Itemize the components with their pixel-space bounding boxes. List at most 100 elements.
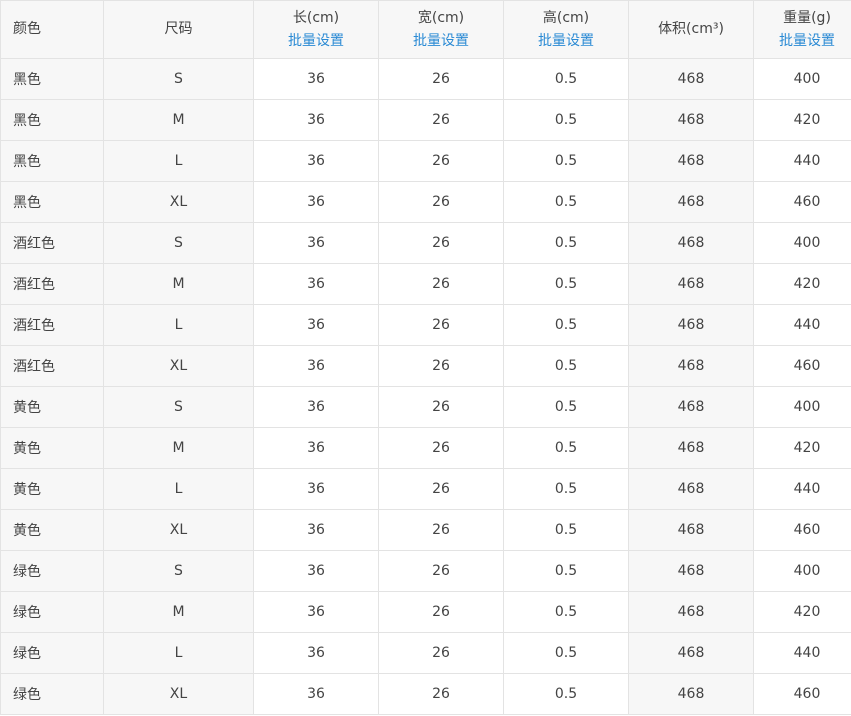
cell-height[interactable]: 0.5 bbox=[503, 58, 629, 100]
cell-weight[interactable]: 460 bbox=[753, 673, 851, 715]
cell-weight[interactable]: 420 bbox=[753, 263, 851, 305]
cell-length[interactable]: 36 bbox=[253, 468, 379, 510]
cell-weight[interactable]: 460 bbox=[753, 509, 851, 551]
cell-color: 黄色 bbox=[0, 386, 104, 428]
cell-height[interactable]: 0.5 bbox=[503, 222, 629, 264]
batch-set-weight-link[interactable]: 批量设置 bbox=[779, 32, 835, 49]
cell-length[interactable]: 36 bbox=[253, 181, 379, 223]
cell-width[interactable]: 26 bbox=[378, 263, 504, 305]
cell-volume: 468 bbox=[628, 181, 754, 223]
table-row: 黑色 S 36 26 0.5 468 400 bbox=[0, 58, 851, 100]
cell-width[interactable]: 26 bbox=[378, 99, 504, 141]
cell-weight[interactable]: 400 bbox=[753, 222, 851, 264]
cell-height[interactable]: 0.5 bbox=[503, 140, 629, 182]
cell-width[interactable]: 26 bbox=[378, 304, 504, 346]
cell-weight[interactable]: 460 bbox=[753, 345, 851, 387]
table-row: 黑色 M 36 26 0.5 468 420 bbox=[0, 99, 851, 141]
cell-weight[interactable]: 440 bbox=[753, 632, 851, 674]
cell-length[interactable]: 36 bbox=[253, 263, 379, 305]
cell-weight[interactable]: 400 bbox=[753, 550, 851, 592]
cell-height[interactable]: 0.5 bbox=[503, 427, 629, 469]
cell-height[interactable]: 0.5 bbox=[503, 632, 629, 674]
cell-height[interactable]: 0.5 bbox=[503, 386, 629, 428]
cell-width[interactable]: 26 bbox=[378, 386, 504, 428]
cell-size: XL bbox=[103, 673, 254, 715]
cell-weight[interactable]: 440 bbox=[753, 468, 851, 510]
cell-height[interactable]: 0.5 bbox=[503, 181, 629, 223]
header-volume-label: 体积(cm³) bbox=[658, 21, 724, 37]
batch-set-width-link[interactable]: 批量设置 bbox=[413, 32, 469, 49]
cell-length[interactable]: 36 bbox=[253, 222, 379, 264]
header-width-label: 宽(cm) bbox=[417, 9, 465, 26]
header-color: 颜色 bbox=[0, 0, 104, 59]
cell-volume: 468 bbox=[628, 58, 754, 100]
cell-length[interactable]: 36 bbox=[253, 304, 379, 346]
cell-volume: 468 bbox=[628, 304, 754, 346]
cell-length[interactable]: 36 bbox=[253, 345, 379, 387]
cell-height[interactable]: 0.5 bbox=[503, 468, 629, 510]
cell-height[interactable]: 0.5 bbox=[503, 263, 629, 305]
cell-volume: 468 bbox=[628, 550, 754, 592]
header-length: 长(cm) 批量设置 bbox=[253, 0, 379, 59]
cell-width[interactable]: 26 bbox=[378, 509, 504, 551]
table-row: 绿色 L 36 26 0.5 468 440 bbox=[0, 632, 851, 674]
header-size: 尺码 bbox=[103, 0, 254, 59]
cell-color: 绿色 bbox=[0, 591, 104, 633]
cell-size: L bbox=[103, 140, 254, 182]
cell-length[interactable]: 36 bbox=[253, 427, 379, 469]
cell-width[interactable]: 26 bbox=[378, 427, 504, 469]
cell-length[interactable]: 36 bbox=[253, 632, 379, 674]
table-row: 黑色 XL 36 26 0.5 468 460 bbox=[0, 181, 851, 223]
cell-length[interactable]: 36 bbox=[253, 509, 379, 551]
table-row: 酒红色 M 36 26 0.5 468 420 bbox=[0, 263, 851, 305]
cell-height[interactable]: 0.5 bbox=[503, 304, 629, 346]
cell-weight[interactable]: 420 bbox=[753, 99, 851, 141]
cell-height[interactable]: 0.5 bbox=[503, 99, 629, 141]
cell-weight[interactable]: 420 bbox=[753, 427, 851, 469]
cell-size: S bbox=[103, 386, 254, 428]
cell-width[interactable]: 26 bbox=[378, 632, 504, 674]
cell-size: S bbox=[103, 550, 254, 592]
cell-weight[interactable]: 420 bbox=[753, 591, 851, 633]
cell-color: 黑色 bbox=[0, 58, 104, 100]
cell-width[interactable]: 26 bbox=[378, 58, 504, 100]
cell-width[interactable]: 26 bbox=[378, 222, 504, 264]
cell-length[interactable]: 36 bbox=[253, 386, 379, 428]
cell-size: L bbox=[103, 304, 254, 346]
cell-weight[interactable]: 460 bbox=[753, 181, 851, 223]
cell-height[interactable]: 0.5 bbox=[503, 509, 629, 551]
cell-length[interactable]: 36 bbox=[253, 58, 379, 100]
cell-volume: 468 bbox=[628, 386, 754, 428]
cell-width[interactable]: 26 bbox=[378, 550, 504, 592]
cell-height[interactable]: 0.5 bbox=[503, 591, 629, 633]
cell-width[interactable]: 26 bbox=[378, 181, 504, 223]
batch-set-length-link[interactable]: 批量设置 bbox=[288, 32, 344, 49]
cell-height[interactable]: 0.5 bbox=[503, 345, 629, 387]
table-row: 绿色 XL 36 26 0.5 468 460 bbox=[0, 673, 851, 715]
cell-width[interactable]: 26 bbox=[378, 591, 504, 633]
table-row: 黄色 XL 36 26 0.5 468 460 bbox=[0, 509, 851, 551]
cell-length[interactable]: 36 bbox=[253, 99, 379, 141]
cell-height[interactable]: 0.5 bbox=[503, 673, 629, 715]
cell-length[interactable]: 36 bbox=[253, 591, 379, 633]
batch-set-height-link[interactable]: 批量设置 bbox=[538, 32, 594, 49]
cell-length[interactable]: 36 bbox=[253, 550, 379, 592]
cell-width[interactable]: 26 bbox=[378, 140, 504, 182]
cell-weight[interactable]: 440 bbox=[753, 140, 851, 182]
cell-height[interactable]: 0.5 bbox=[503, 550, 629, 592]
cell-weight[interactable]: 400 bbox=[753, 58, 851, 100]
cell-volume: 468 bbox=[628, 509, 754, 551]
cell-width[interactable]: 26 bbox=[378, 468, 504, 510]
cell-weight[interactable]: 400 bbox=[753, 386, 851, 428]
table-row: 黄色 S 36 26 0.5 468 400 bbox=[0, 386, 851, 428]
cell-volume: 468 bbox=[628, 591, 754, 633]
cell-weight[interactable]: 440 bbox=[753, 304, 851, 346]
cell-volume: 468 bbox=[628, 673, 754, 715]
table-row: 酒红色 XL 36 26 0.5 468 460 bbox=[0, 345, 851, 387]
cell-width[interactable]: 26 bbox=[378, 345, 504, 387]
cell-length[interactable]: 36 bbox=[253, 140, 379, 182]
cell-color: 酒红色 bbox=[0, 304, 104, 346]
cell-length[interactable]: 36 bbox=[253, 673, 379, 715]
cell-width[interactable]: 26 bbox=[378, 673, 504, 715]
